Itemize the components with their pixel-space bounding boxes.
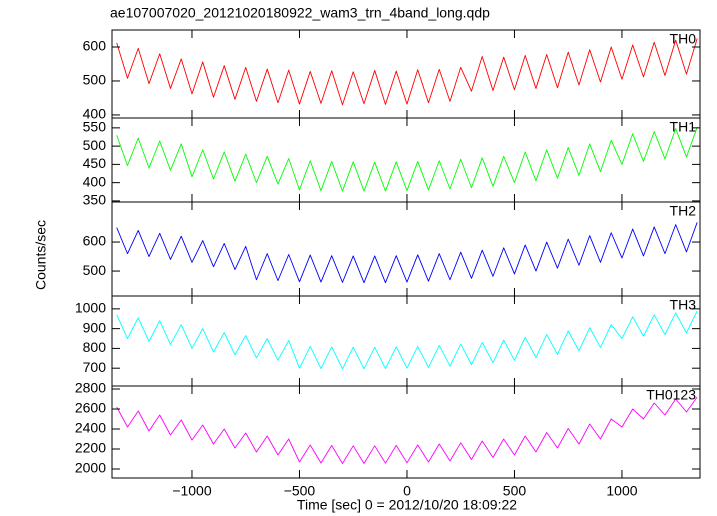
y-axis-label: Counts/sec bbox=[33, 220, 49, 290]
y-tick-label: 500 bbox=[83, 72, 107, 88]
panel-frame bbox=[111, 201, 701, 297]
series-label: TH1 bbox=[670, 119, 697, 135]
panel-frame bbox=[111, 29, 701, 119]
y-tick-label: 900 bbox=[83, 319, 107, 335]
series-line bbox=[116, 396, 698, 464]
y-tick-label: 800 bbox=[83, 339, 107, 355]
y-tick-label: 550 bbox=[83, 119, 107, 135]
y-tick-label: 2200 bbox=[75, 440, 106, 456]
y-tick-label: 2600 bbox=[75, 400, 106, 416]
y-tick-label: 400 bbox=[83, 173, 107, 189]
series-line bbox=[116, 222, 698, 284]
y-tick-label: 400 bbox=[83, 106, 107, 122]
series-line bbox=[116, 310, 698, 370]
series-label: TH0 bbox=[670, 31, 697, 47]
x-tick-label: −500 bbox=[284, 483, 316, 499]
x-tick-label: −1000 bbox=[172, 483, 212, 499]
x-axis-label: Time [sec] 0 = 2012/10/20 18:09:22 bbox=[297, 497, 517, 513]
series-line bbox=[116, 38, 698, 106]
y-tick-label: 2400 bbox=[75, 420, 106, 436]
panel-frame bbox=[111, 385, 701, 479]
y-tick-label: 2000 bbox=[75, 460, 106, 476]
y-tick-label: 500 bbox=[83, 262, 107, 278]
y-tick-label: 500 bbox=[83, 137, 107, 153]
x-tick-label: 500 bbox=[503, 483, 527, 499]
y-tick-label: 1000 bbox=[75, 300, 106, 316]
y-tick-label: 600 bbox=[83, 38, 107, 54]
y-tick-label: 350 bbox=[83, 192, 107, 208]
chart-title: ae107007020_20121020180922_wam3_trn_4ban… bbox=[110, 5, 490, 21]
series-label: TH3 bbox=[670, 297, 697, 313]
series-line bbox=[116, 126, 698, 192]
y-tick-label: 450 bbox=[83, 155, 107, 171]
x-tick-label: 1000 bbox=[606, 483, 637, 499]
series-label: TH0123 bbox=[646, 387, 696, 403]
panel-frame bbox=[111, 295, 701, 387]
y-tick-label: 2800 bbox=[75, 380, 106, 396]
y-tick-label: 700 bbox=[83, 359, 107, 375]
x-tick-label: 0 bbox=[403, 483, 411, 499]
panel-frame bbox=[111, 117, 701, 203]
y-tick-label: 600 bbox=[83, 233, 107, 249]
series-label: TH2 bbox=[670, 203, 697, 219]
